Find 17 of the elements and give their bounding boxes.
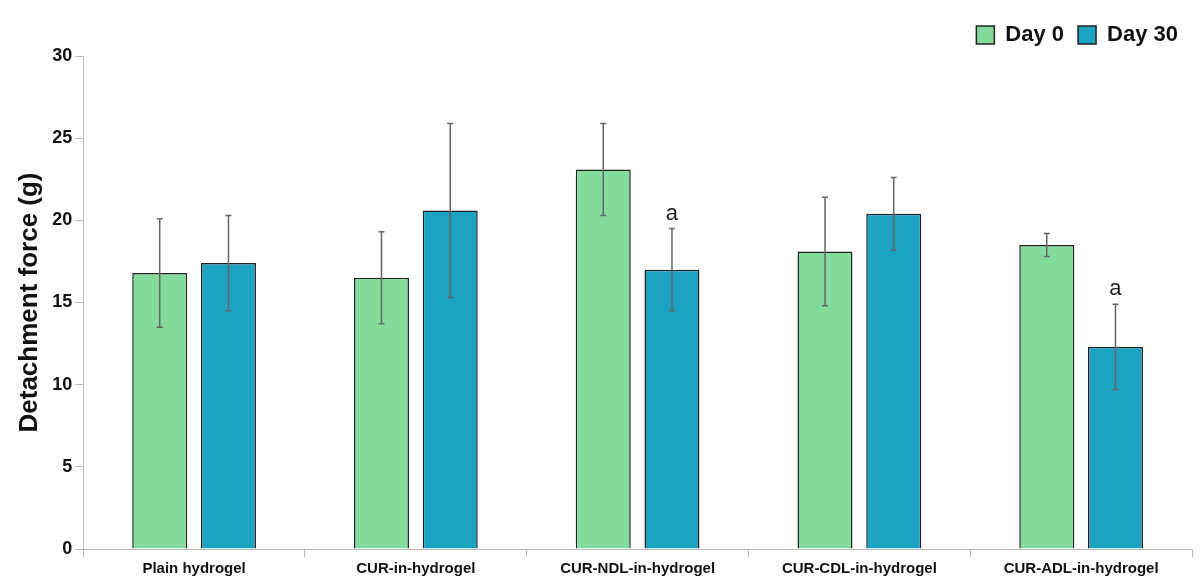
legend-label: Day 0	[1005, 21, 1065, 47]
y-tick-label: 10	[52, 373, 73, 394]
y-tick-label: 0	[62, 537, 73, 558]
y-tick-label: 25	[52, 127, 73, 148]
legend-label: Day 30	[1107, 21, 1179, 47]
y-tick-label: 30	[52, 44, 73, 65]
x-tick-label: CUR-in-hydrogel	[356, 559, 476, 577]
y-axis-title: Detachment force (g)	[12, 172, 43, 433]
data-label: a	[1109, 275, 1123, 301]
data-label: a	[665, 199, 679, 225]
y-tick-label: 20	[52, 209, 73, 230]
y-tick-label: 15	[52, 291, 73, 312]
x-tick-label: CUR-NDL-in-hydrogel	[560, 559, 716, 577]
y-tick-label: 5	[62, 455, 73, 476]
x-tick-label: Plain hydrogel	[142, 559, 246, 577]
x-tick-label: CUR-ADL-in-hydrogel	[1003, 559, 1159, 577]
x-tick-label: CUR-CDL-in-hydrogel	[781, 559, 937, 577]
